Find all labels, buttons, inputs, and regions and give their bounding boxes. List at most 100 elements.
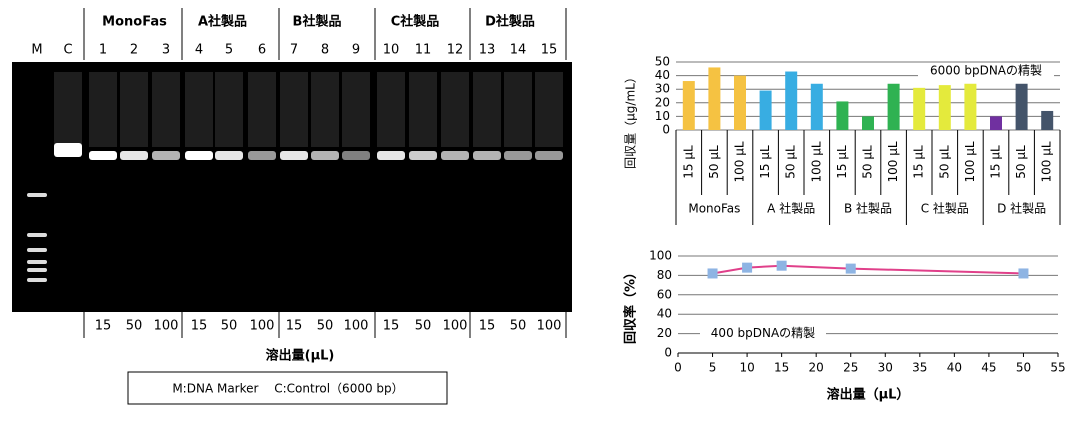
y-axis-label: 回収量（μg/mL） <box>624 71 638 169</box>
x-tick-label: 15 μL <box>835 145 849 179</box>
x-tick-label: 40 <box>947 361 962 375</box>
gel-smear <box>89 72 117 147</box>
x-axis-label: 溶出量（μL） <box>827 387 910 403</box>
x-tick-label: 30 <box>878 361 893 375</box>
group-label: A 社製品 <box>767 201 815 216</box>
bar <box>1041 110 1054 130</box>
gel-band <box>248 151 276 160</box>
x-tick-label: 25 <box>843 361 858 375</box>
x-tick-label: 10 <box>739 361 754 375</box>
gel-band <box>120 151 148 160</box>
group-label: C社製品 <box>391 14 440 30</box>
y-tick-label: 30 <box>655 82 670 96</box>
x-tick-label: 100 μL <box>886 141 900 182</box>
gel-smear <box>441 72 469 147</box>
lane-label: 10 <box>383 43 400 58</box>
bar <box>990 116 1002 130</box>
gel-image <box>12 62 572 312</box>
lane-label: C <box>63 43 72 58</box>
gel-smear <box>280 72 308 147</box>
x-tick-label: 15 μL <box>758 145 772 179</box>
bar <box>913 87 926 130</box>
bar <box>836 101 849 130</box>
bar <box>862 116 874 130</box>
volume-label: 15 <box>286 319 303 334</box>
volume-label: 15 <box>383 319 400 334</box>
bar <box>682 81 695 130</box>
annotation: 400 bpDNAの精製 <box>711 326 815 340</box>
gel-band <box>311 151 339 160</box>
lane-label: 8 <box>321 43 329 58</box>
lane-label: 14 <box>510 43 527 58</box>
line-series <box>712 264 1024 275</box>
y-tick-label: 20 <box>657 326 672 340</box>
marker-band <box>27 248 47 252</box>
marker <box>1018 268 1029 279</box>
y-tick-label: 40 <box>655 68 670 82</box>
gel-smear <box>342 72 370 147</box>
x-tick-label: 50 <box>1016 361 1031 375</box>
x-tick-label: 50 μL <box>937 145 951 179</box>
volume-label: 15 <box>479 319 496 334</box>
x-tick-label: 50 μL <box>707 145 721 179</box>
group-label: A社製品 <box>198 14 247 30</box>
lane-label: 2 <box>130 43 138 58</box>
group-label: D社製品 <box>485 14 535 30</box>
gel-band <box>377 151 405 160</box>
x-tick-label: 15 <box>774 361 789 375</box>
y-tick-label: 50 <box>655 55 670 69</box>
marker <box>845 263 856 274</box>
gel-smear <box>120 72 148 147</box>
x-tick-label: 15 μL <box>681 145 695 179</box>
gel-smear <box>377 72 405 147</box>
gel-band <box>89 151 117 160</box>
lane-label: 9 <box>352 43 360 58</box>
gel-band <box>473 151 501 160</box>
lane-label: 4 <box>195 43 203 58</box>
x-tick-label: 0 <box>674 361 682 375</box>
volume-label: 50 <box>415 319 432 334</box>
x-tick-label: 50 μL <box>784 145 798 179</box>
gel-xlabel: 溶出量(μL) <box>266 348 335 364</box>
bar <box>759 90 772 130</box>
marker <box>707 268 718 279</box>
y-tick-label: 10 <box>655 109 670 123</box>
lane-label: 15 <box>541 43 558 58</box>
y-tick-label: 0 <box>662 123 670 137</box>
bar <box>708 67 721 130</box>
group-label: D 社製品 <box>997 201 1046 216</box>
volume-label: 100 <box>154 319 179 334</box>
gel-band <box>535 151 563 160</box>
volume-label: 100 <box>443 319 468 334</box>
volume-label: 50 <box>510 319 527 334</box>
bar <box>887 83 900 130</box>
lane-label: 13 <box>479 43 496 58</box>
x-tick-label: 5 <box>709 361 717 375</box>
gel-band <box>215 151 243 160</box>
gel-smear <box>215 72 243 147</box>
x-tick-label: 35 <box>912 361 927 375</box>
marker-band <box>27 278 47 282</box>
bar <box>938 85 951 130</box>
lane-label: M <box>31 43 42 58</box>
gel-band <box>54 143 82 157</box>
gel-legend: M:DNA Marker C:Control（6000 bp） <box>172 382 403 396</box>
x-tick-label: 100 μL <box>963 141 977 182</box>
gel-smear <box>409 72 437 147</box>
gel-smear <box>535 72 563 147</box>
bar <box>785 71 798 130</box>
group-label: B社製品 <box>293 14 342 30</box>
gel-band <box>504 151 532 160</box>
x-tick-label: 45 <box>981 361 996 375</box>
x-tick-label: 55 <box>1050 361 1065 375</box>
x-tick-label: 50 μL <box>861 145 875 179</box>
y-tick-label: 80 <box>657 268 672 282</box>
bar <box>1015 83 1028 130</box>
lane-label: 6 <box>258 43 266 58</box>
marker-band <box>27 260 47 264</box>
lane-label: 5 <box>225 43 233 58</box>
y-tick-label: 60 <box>657 287 672 301</box>
x-tick-label: 100 μL <box>1040 141 1054 182</box>
